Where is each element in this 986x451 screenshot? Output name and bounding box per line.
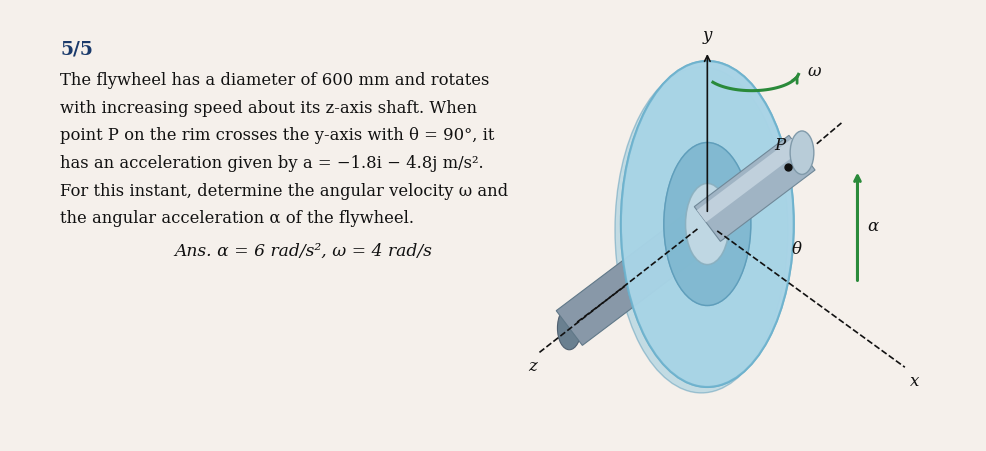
Text: For this instant, determine the angular velocity ω and: For this instant, determine the angular … [60,182,509,199]
Ellipse shape [790,132,813,175]
Ellipse shape [621,62,794,387]
Text: Ans. α = 6 rad/s², ω = 4 rad/s: Ans. α = 6 rad/s², ω = 4 rad/s [174,242,432,259]
Polygon shape [697,139,801,223]
Text: with increasing speed about its z-axis shaft. When: with increasing speed about its z-axis s… [60,99,477,116]
Text: P: P [774,137,786,153]
Text: point P on the rim crosses the y-axis with θ = 90°, it: point P on the rim crosses the y-axis wi… [60,127,495,144]
Polygon shape [556,207,721,345]
Text: y: y [703,27,712,44]
Text: z: z [528,358,536,374]
Text: θ: θ [792,241,802,258]
Text: ω: ω [808,63,820,80]
Ellipse shape [664,143,750,306]
Text: The flywheel has a diameter of 600 mm and rotates: The flywheel has a diameter of 600 mm an… [60,72,490,89]
Polygon shape [694,136,815,242]
Ellipse shape [557,307,581,350]
Text: x: x [910,373,919,389]
Text: α: α [868,218,879,235]
Ellipse shape [685,184,729,265]
Text: the angular acceleration α of the flywheel.: the angular acceleration α of the flywhe… [60,210,414,227]
Ellipse shape [621,62,794,387]
Ellipse shape [664,143,750,306]
Ellipse shape [615,68,788,393]
Ellipse shape [685,184,729,265]
Text: 5/5: 5/5 [60,40,94,58]
Text: has an acceleration given by a = −1.8i − 4.8j m/s².: has an acceleration given by a = −1.8i −… [60,155,484,171]
